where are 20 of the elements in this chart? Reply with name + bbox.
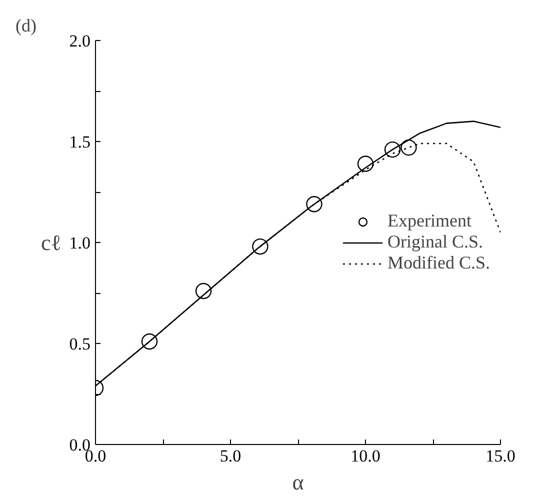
point (141, 333, 158, 350)
point (195, 282, 212, 300)
point (357, 156, 374, 172)
y-tick-label: 0.5 (69, 334, 90, 354)
x-axis-title: α (292, 470, 304, 494)
x-tick-label: 5.0 (220, 446, 242, 466)
legend-label: Experiment (387, 210, 472, 232)
y-axis-title: cℓ (40, 230, 62, 255)
x-tick-label: 10.0 (350, 446, 380, 466)
point (384, 141, 401, 158)
y-tick-label: 1.0 (69, 234, 90, 252)
legend-label: Original C.S. (387, 232, 483, 252)
point (400, 139, 417, 156)
x-tick-label: 15.0 (486, 446, 516, 466)
y-tick-label: 2.0 (69, 32, 90, 50)
legend-label: Modified C.S. (387, 252, 490, 274)
point (252, 238, 268, 255)
point (306, 196, 322, 212)
y-tick-label: 1.5 (69, 132, 90, 152)
text: (d) (16, 16, 36, 36)
